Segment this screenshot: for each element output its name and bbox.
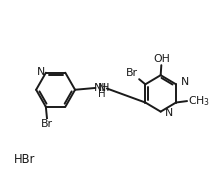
Text: N: N: [98, 83, 106, 93]
Text: NH: NH: [94, 83, 110, 92]
Text: Br: Br: [126, 68, 138, 78]
Text: N: N: [165, 108, 173, 118]
Text: HBr: HBr: [14, 153, 35, 166]
Text: N: N: [37, 67, 45, 77]
Text: CH$_3$: CH$_3$: [188, 94, 210, 108]
Text: H: H: [98, 89, 106, 99]
Text: OH: OH: [153, 54, 170, 64]
Text: Br: Br: [41, 119, 52, 129]
Text: N: N: [180, 78, 189, 88]
